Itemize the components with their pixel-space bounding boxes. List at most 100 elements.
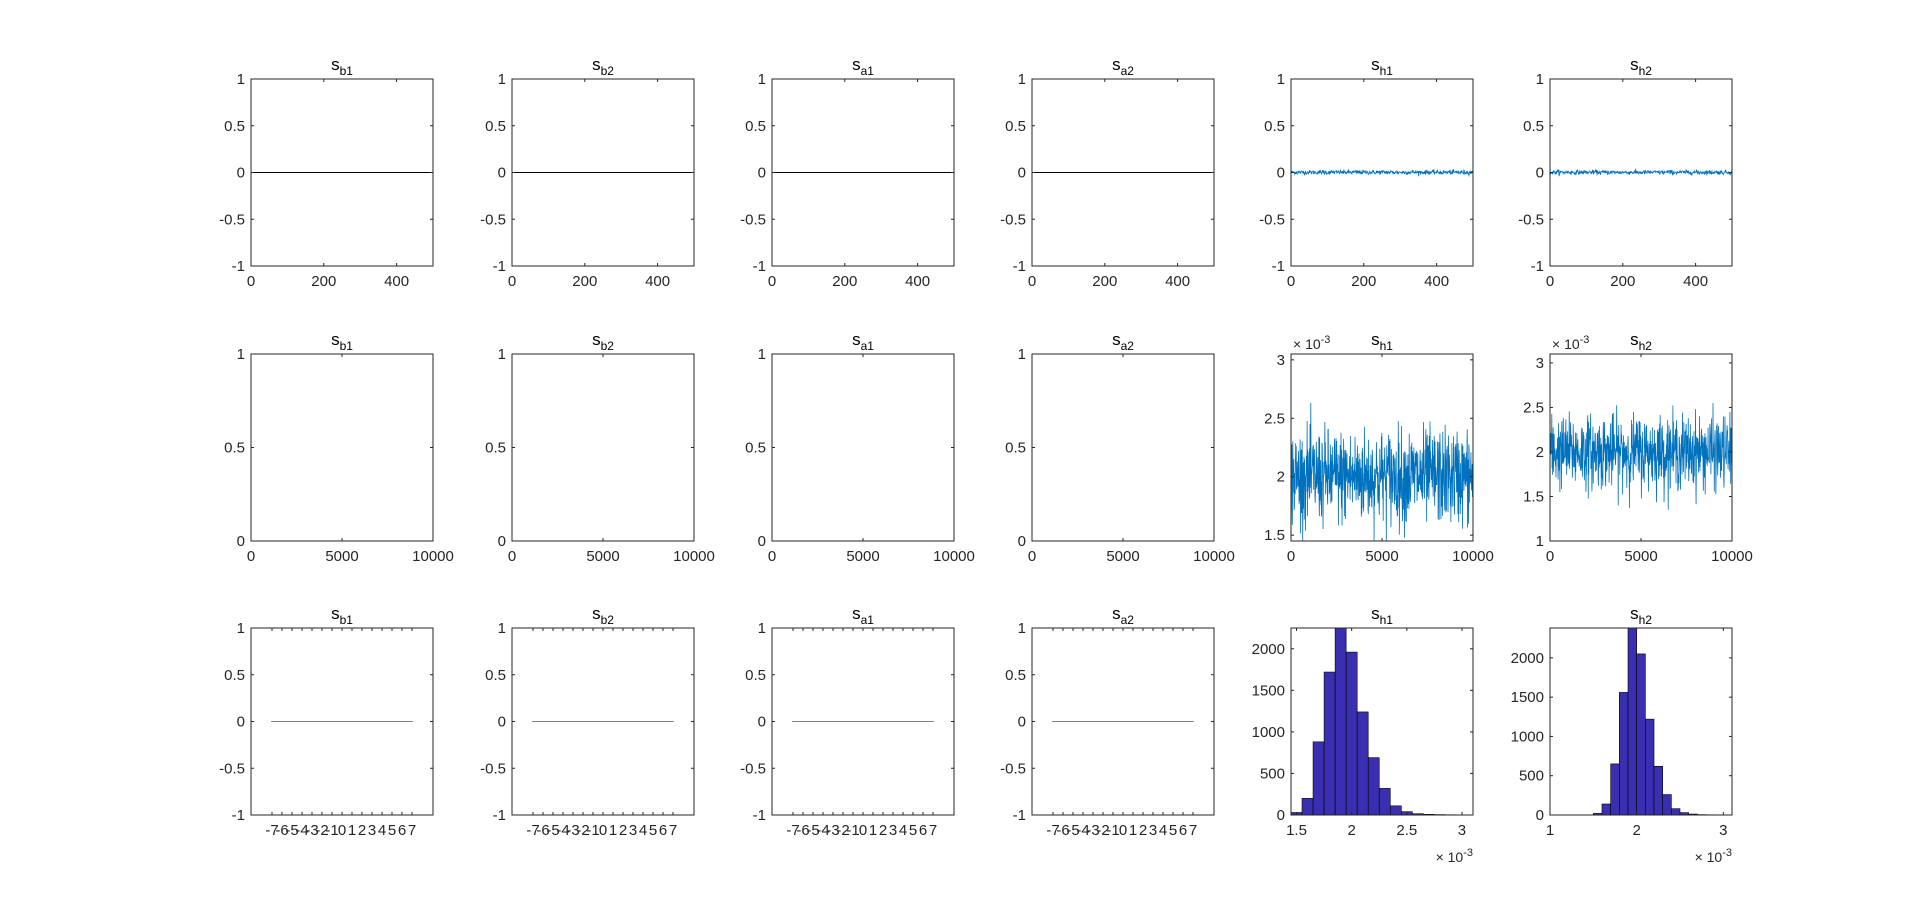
y-tick-label: 0 <box>237 165 245 182</box>
y-tick-label: 2 <box>1536 444 1544 461</box>
y-tick-label: 1 <box>758 346 766 363</box>
axes-frame <box>771 353 955 542</box>
x-tick-label: 3 <box>889 822 897 839</box>
x-tick-label: 2 <box>879 822 887 839</box>
y-tick-label: -0.5 <box>740 760 766 777</box>
y-tick-label: -0.5 <box>1518 211 1544 228</box>
x-tick-label: 5000 <box>1106 548 1139 565</box>
y-tick-label: 0 <box>498 714 506 731</box>
histogram-bar <box>1636 653 1646 815</box>
y-tick-label: 0 <box>237 714 245 731</box>
y-tick-label: 0.5 <box>745 118 766 135</box>
y-tick-label: 0.5 <box>485 440 506 457</box>
x-tick-label: 0 <box>1546 273 1554 290</box>
x-tick-label: -3 <box>305 822 318 839</box>
subplot-r2-c3: 0 0.5 1 0 5000 10000 sa1 <box>745 330 975 565</box>
x-tick-label: 5 <box>649 822 657 839</box>
x-tick-label: 2 <box>1632 822 1640 839</box>
y-tick-label: 2.5 <box>1523 399 1544 416</box>
y-tick-label: -1 <box>232 807 245 824</box>
x-tick-label: 5000 <box>1365 548 1398 565</box>
subplot-title: sh2 <box>1630 330 1652 353</box>
y-tick-label: 1 <box>237 346 245 363</box>
x-tick-label: 400 <box>1165 273 1190 290</box>
y-tick-label: 0.5 <box>1005 118 1026 135</box>
y-tick-label: -0.5 <box>740 211 766 228</box>
y-tick-label: -1 <box>753 807 766 824</box>
y-tick-label: -1 <box>493 258 506 275</box>
x-tick-label: 200 <box>1351 273 1376 290</box>
x-tick-label: -7 <box>265 822 278 839</box>
subplot-title: sb2 <box>592 330 614 353</box>
x-tick-label: 5 <box>1169 822 1177 839</box>
histogram-bar <box>1619 692 1629 815</box>
x-tick-label: -1 <box>846 822 859 839</box>
x-tick-label: 0 <box>1287 273 1295 290</box>
subplot-r1-c5: -1 -0.5 0 0.5 1 0 200 400 sh1 <box>1259 55 1474 290</box>
subplot-title: sa2 <box>1112 604 1134 627</box>
y-tick-label: 1.5 <box>1264 527 1285 544</box>
y-tick-label: 0.5 <box>1264 118 1285 135</box>
y-tick-label: -0.5 <box>1000 211 1026 228</box>
x-tick-label: -4 <box>295 822 308 839</box>
x-tick-label: 0 <box>1028 548 1036 565</box>
x-tick-label: -7 <box>786 822 799 839</box>
x-tick-label: 3 <box>1149 822 1157 839</box>
y-tick-label: 0 <box>1018 714 1026 731</box>
y-tick-label: 0 <box>237 533 245 550</box>
y-tick-label: 1 <box>1536 533 1544 550</box>
plot-area <box>1550 402 1732 510</box>
x-tick-label: 0 <box>768 548 776 565</box>
y-tick-label: 0.5 <box>224 667 245 684</box>
x-tick-label: 7 <box>669 822 677 839</box>
y-tick-label: 2.5 <box>1264 410 1285 427</box>
subplot-r3-c5: 0 500 1000 1500 2000 1.5 2 2.5 3 × 10-3 sh1 <box>1252 604 1474 865</box>
x-tick-label: -3 <box>1086 822 1099 839</box>
y-tick-label: -1 <box>1013 258 1026 275</box>
plot-area <box>1291 168 1473 178</box>
x-tick-label: -4 <box>816 822 829 839</box>
subplot-title: sb2 <box>592 55 614 78</box>
subplot-r1-c2: -1 -0.5 0 0.5 1 0 200 400 sb2 <box>480 55 695 290</box>
y-tick-label: 1000 <box>1511 728 1544 745</box>
x-tick-label: 5 <box>388 822 396 839</box>
y-exponent-label: × 10-3 <box>1552 334 1589 352</box>
x-tick-label: 10000 <box>1711 548 1753 565</box>
histogram-bar <box>1323 671 1336 815</box>
x-tick-label: 4 <box>378 822 386 839</box>
y-tick-label: 2 <box>1277 469 1285 486</box>
y-tick-label: 0.5 <box>224 118 245 135</box>
y-tick-label: 0 <box>758 714 766 731</box>
y-tick-label: -1 <box>1531 258 1544 275</box>
x-exponent-label: × 10-3 <box>1695 847 1732 865</box>
x-tick-label: -2 <box>1096 822 1109 839</box>
x-tick-label: 3 <box>629 822 637 839</box>
x-tick-label: 200 <box>572 273 597 290</box>
y-tick-label: 0.5 <box>224 440 245 457</box>
x-exponent-label: × 10-3 <box>1436 847 1473 865</box>
y-tick-label: 0.5 <box>1005 440 1026 457</box>
x-tick-label: 0 <box>1028 273 1036 290</box>
histogram-bar <box>1671 808 1681 815</box>
x-tick-label: 4 <box>639 822 647 839</box>
x-tick-label: -1 <box>325 822 338 839</box>
x-tick-label: -1 <box>1106 822 1119 839</box>
x-tick-label: 6 <box>398 822 406 839</box>
y-tick-label: 1 <box>758 620 766 637</box>
x-tick-label: 0 <box>859 822 867 839</box>
subplot-title: sa1 <box>852 55 874 78</box>
x-tick-label: 400 <box>1683 273 1708 290</box>
x-tick-label: 0 <box>1119 822 1127 839</box>
x-tick-label: 5000 <box>1624 548 1657 565</box>
y-tick-label: 1 <box>1277 71 1285 88</box>
x-tick-label: -2 <box>576 822 589 839</box>
y-tick-label: 0 <box>1018 533 1026 550</box>
y-tick-label: 500 <box>1260 765 1285 782</box>
histogram-bar <box>1653 765 1663 815</box>
y-tick-label: 1500 <box>1252 682 1285 699</box>
y-tick-label: 2000 <box>1252 641 1285 658</box>
y-tick-label: -0.5 <box>480 211 506 228</box>
y-tick-label: 1 <box>1018 620 1026 637</box>
y-tick-label: 2000 <box>1511 650 1544 667</box>
subplot-title: sa2 <box>1112 55 1134 78</box>
